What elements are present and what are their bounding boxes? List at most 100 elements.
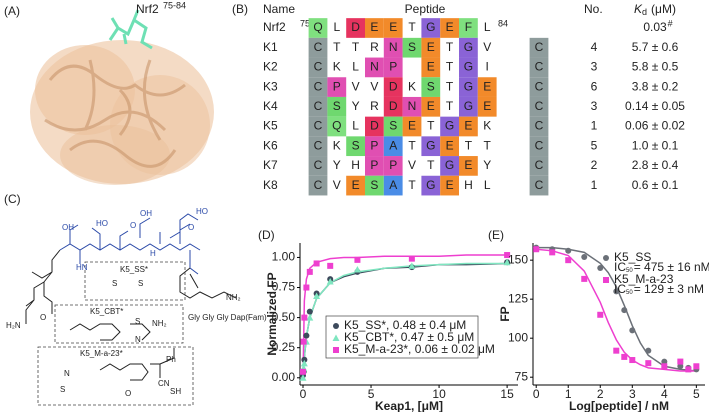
panel-label: (D)	[258, 228, 275, 242]
point	[603, 255, 609, 261]
atom: O	[188, 223, 194, 232]
residue: P	[389, 60, 397, 74]
row-name: Nrf2	[263, 20, 286, 34]
kd-unit: (μM)	[651, 2, 676, 16]
point	[565, 257, 572, 264]
protein-structure	[30, 9, 214, 185]
residue: E	[352, 178, 360, 192]
point	[303, 332, 310, 339]
ic-value: = 129 ± 3 nM	[634, 282, 704, 296]
count: 1	[591, 178, 598, 192]
residue-cell	[459, 57, 478, 78]
y-axis-label: Normalized FP	[265, 272, 279, 355]
atom: SH	[170, 387, 181, 396]
residue: E	[464, 158, 472, 172]
x-tick-label: 0	[300, 387, 307, 401]
point	[677, 363, 684, 370]
residue-cell	[383, 156, 403, 176]
y-tick-label: 125	[508, 291, 528, 305]
residue: D	[351, 20, 360, 34]
y-tick-label: 0.75	[272, 280, 296, 294]
residue-cell	[308, 96, 328, 117]
row-name: K4	[263, 99, 278, 113]
count: 3	[591, 60, 598, 74]
residue: S	[408, 40, 416, 54]
residue: E	[427, 40, 435, 54]
residue-cell	[383, 116, 403, 137]
residue-cell	[308, 156, 328, 176]
residue-cell	[365, 156, 384, 176]
atom: OH	[140, 209, 152, 218]
residue: N	[408, 99, 417, 113]
point	[581, 254, 588, 261]
residue-cell	[383, 18, 403, 38]
point	[581, 275, 588, 282]
point	[504, 252, 511, 259]
x-tick-label: 5	[368, 387, 375, 401]
tail-label: Gly Gly Gly Dap(Fam)	[188, 313, 267, 322]
atom: HN	[76, 263, 88, 272]
residue-cell	[365, 116, 384, 137]
residue: G	[464, 79, 473, 93]
point	[301, 314, 308, 321]
residue: S	[333, 99, 341, 113]
residue: V	[408, 158, 416, 172]
residue-cell	[459, 116, 478, 137]
point	[303, 284, 310, 291]
residue: K	[333, 138, 341, 152]
point	[301, 356, 308, 363]
residue: E	[427, 60, 435, 74]
residue: L	[484, 20, 491, 34]
point	[629, 357, 636, 364]
residue-cell	[327, 77, 347, 97]
residue: S	[370, 178, 378, 192]
kd-value: 0.03	[643, 20, 667, 34]
residue: E	[370, 20, 378, 34]
residue: R	[370, 99, 379, 113]
x-tick-label: 5	[693, 387, 700, 401]
residue: C	[535, 119, 544, 133]
residue-cell	[477, 77, 497, 97]
column-header: Name	[263, 2, 295, 16]
point	[503, 258, 511, 266]
y-tick-label: 0.50	[272, 310, 296, 324]
kd-value: 5.8 ± 0.5	[632, 60, 679, 74]
residue: T	[408, 138, 416, 152]
atom: N	[64, 369, 70, 378]
row-name: K5	[263, 119, 278, 133]
atom: CN	[158, 379, 170, 388]
count: 2	[591, 158, 598, 172]
residue: V	[352, 79, 360, 93]
residue-cell	[529, 37, 549, 58]
residue: Y	[483, 158, 491, 172]
residue: L	[333, 20, 340, 34]
residue-cell	[529, 175, 549, 196]
point	[661, 358, 668, 365]
residue: E	[446, 178, 454, 192]
atom: HO	[196, 207, 208, 216]
kd-value: 0.06 ± 0.02	[625, 119, 685, 133]
residue: T	[427, 119, 435, 133]
point	[332, 334, 340, 341]
atom: Ph	[166, 355, 176, 364]
point	[613, 347, 620, 354]
residue: C	[314, 158, 323, 172]
residue: C	[535, 60, 544, 74]
residue-cell	[383, 136, 403, 157]
residue: I	[486, 60, 489, 74]
residue: D	[370, 119, 379, 133]
point	[333, 323, 339, 329]
ic-symbol: IC	[614, 282, 626, 296]
legend-entry: K5_SS*, 0.48 ± 0.4 μM	[344, 318, 466, 332]
column-header: No.	[584, 2, 603, 16]
point	[597, 264, 604, 271]
residue-cell	[346, 136, 365, 157]
residue: V	[483, 40, 491, 54]
residue: C	[535, 178, 544, 192]
residue-cell	[529, 57, 549, 78]
atom: O	[130, 221, 136, 230]
x-axis-label: Log[peptide] / nM	[569, 399, 669, 412]
residue: S	[352, 138, 360, 152]
legend-entry: K5_SS	[614, 250, 651, 264]
